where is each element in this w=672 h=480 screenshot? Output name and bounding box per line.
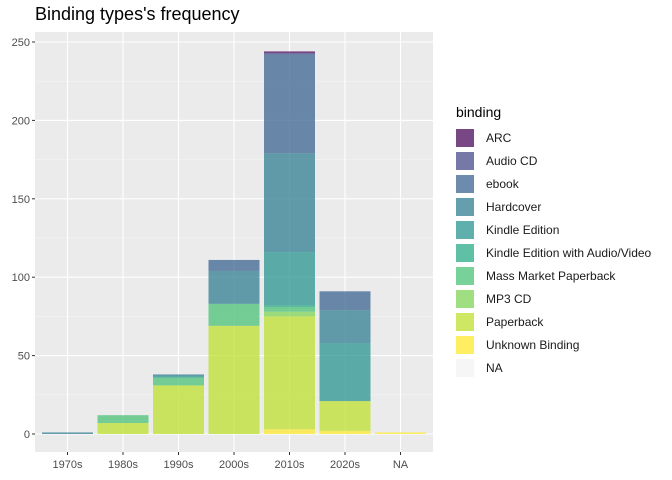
legend-items: ARC Audio CD ebook Hardcover Kindle Edition K…: [456, 126, 651, 379]
bar-segment-2000s-mass-market-paperback: [208, 303, 260, 326]
legend-key: [456, 243, 474, 262]
legend-key: [456, 197, 474, 216]
legend-item: Kindle Edition: [456, 218, 651, 241]
x-tick-label: 2010s: [275, 459, 305, 471]
legend-item: ebook: [456, 172, 651, 195]
x-tick-label: NA: [393, 459, 409, 471]
legend-key: [456, 266, 474, 285]
chart-title: Binding types's frequency: [35, 4, 240, 24]
legend-item: Paperback: [456, 310, 651, 333]
legend-key: [456, 151, 474, 170]
x-tick-label: 1990s: [164, 459, 194, 471]
x-tick-label: 1980s: [108, 459, 138, 471]
x-tick-label: 1970s: [53, 459, 83, 471]
bar-stacks: [42, 51, 426, 434]
y-tick-label: 200: [12, 115, 30, 127]
legend-key: [456, 128, 474, 147]
legend-key: [456, 358, 474, 377]
y-tick-label: 100: [12, 272, 30, 284]
bar-segment-2010s-ebook: [264, 54, 315, 154]
bar-segment-1980s-mass-market-paperback: [97, 415, 149, 424]
bar-segment-2000s-ebook: [208, 259, 260, 271]
legend-label: ebook: [486, 176, 519, 191]
bar-segment-2000s-hardcover: [208, 270, 260, 304]
legend-label: Paperback: [486, 314, 544, 329]
legend-key: [456, 174, 474, 193]
legend-label: Unknown Binding: [486, 337, 580, 352]
bar-segment-NA-unknown-binding: [375, 432, 426, 434]
legend-label: ARC: [486, 130, 512, 145]
legend: binding ARC Audio CD ebook Hardcover Kindle …: [456, 104, 651, 379]
bar-segment-2010s-kindle-edition: [264, 252, 315, 306]
bar-segment-2010s-mp3-cd: [264, 311, 315, 317]
bar-segment-1970s-hardcover: [42, 432, 93, 434]
legend-key: [456, 289, 474, 308]
legend-label: Hardcover: [486, 199, 542, 214]
y-axis: 0 50 100 150 200 250: [12, 37, 35, 441]
y-tick-label: 250: [12, 37, 30, 49]
bar-segment-2000s-paperback: [208, 325, 260, 434]
legend-item: ARC: [456, 126, 651, 149]
bar-segment-2010s-arc: [264, 51, 315, 53]
y-tick-label: 0: [24, 429, 30, 441]
bar-segment-2010s-audio-cd: [264, 52, 315, 55]
bar-segment-2020s-kindle-edition: [319, 343, 371, 402]
bar-segment-2020s-hardcover: [319, 310, 371, 344]
legend-item: MP3 CD: [456, 287, 651, 310]
legend-label: MP3 CD: [486, 291, 532, 306]
bar-segment-1990s-hardcover: [153, 374, 204, 376]
legend-label: Kindle Edition: [486, 222, 560, 237]
legend-key: [456, 220, 474, 239]
x-tick-label: 2020s: [330, 459, 360, 471]
bar-segment-2010s-mass-market-paperback: [264, 306, 315, 312]
legend-title: binding: [456, 104, 502, 120]
x-axis: 1970s 1980s 1990s 2000s 2010s 2020s NA: [53, 452, 409, 471]
bar-segment-2020s-unknown-binding: [319, 430, 371, 434]
legend-item: Kindle Edition with Audio/Video: [456, 241, 651, 264]
legend-label: Mass Market Paperback: [486, 268, 616, 283]
bar-segment-1990s-paperback: [153, 385, 204, 434]
legend-key: [456, 335, 474, 354]
x-tick-label: 2000s: [219, 459, 249, 471]
bar-segment-2010s-paperback: [264, 316, 315, 430]
bar-segment-1990s-mass-market-paperback: [153, 377, 204, 386]
bar-segment-2020s-paperback: [319, 401, 371, 431]
legend-item: Mass Market Paperback: [456, 264, 651, 287]
legend-item: Unknown Binding: [456, 333, 651, 356]
y-tick-label: 50: [18, 351, 30, 363]
bar-segment-1990s-kindle-edition: [153, 375, 204, 378]
y-tick-label: 150: [12, 194, 30, 206]
bar-segment-1980s-paperback: [97, 423, 149, 434]
bar-segment-2010s-hardcover: [264, 153, 315, 253]
legend-item: Hardcover: [456, 195, 651, 218]
legend-item: Audio CD: [456, 149, 651, 172]
legend-item: NA: [456, 356, 651, 379]
legend-key: [456, 312, 474, 331]
legend-label: NA: [486, 360, 503, 375]
bar-segment-2020s-ebook: [319, 291, 371, 311]
legend-label: Kindle Edition with Audio/Video: [486, 245, 652, 260]
bar-segment-2010s-kindle-edition-with-audio-video: [264, 305, 315, 307]
legend-label: Audio CD: [486, 153, 538, 168]
bar-segment-2010s-unknown-binding: [264, 429, 315, 434]
